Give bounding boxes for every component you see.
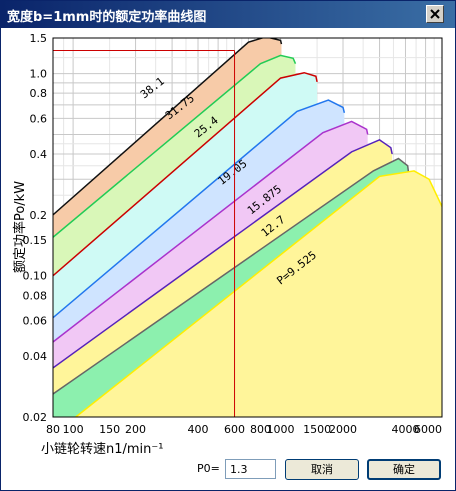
- y-tick-label: 0.15: [23, 234, 48, 247]
- x-axis-label: 小链轮转速n1/min⁻¹: [41, 442, 163, 455]
- close-button[interactable]: [426, 5, 444, 23]
- y-tick-label: 0.08: [23, 289, 48, 302]
- y-tick-label: 0.6: [30, 112, 48, 125]
- power-curve-chart: 38.131.7525.419.0515.87512.7P=9.5250.020…: [12, 32, 443, 455]
- x-tick-label: 1000: [267, 423, 295, 436]
- series-line-9.525: [53, 157, 410, 395]
- x-tick-label: 6000: [414, 423, 442, 436]
- p0-label: P0=: [197, 462, 220, 475]
- y-tick-label: 0.8: [30, 87, 48, 100]
- y-tick-label: 1.0: [30, 68, 48, 81]
- close-icon: [430, 9, 440, 19]
- y-tick-label: 0.10: [23, 270, 48, 283]
- plot-border: [52, 37, 443, 418]
- x-tick-label: 1500: [303, 423, 331, 436]
- y-tick-label: 0.06: [23, 315, 48, 328]
- x-tick-label: 100: [63, 423, 84, 436]
- x-tick-label: 2000: [329, 423, 357, 436]
- ok-button[interactable]: 确定: [367, 459, 441, 480]
- p0-input[interactable]: [225, 459, 276, 479]
- y-tick-label: 0.2: [30, 209, 48, 222]
- series-area-P: [75, 170, 442, 417]
- y-tick-label: 0.04: [23, 350, 48, 363]
- series-line-P: [75, 170, 442, 417]
- series-line-19.05: [53, 99, 346, 319]
- x-tick-label: 800: [250, 423, 271, 436]
- x-tick-label: 200: [125, 423, 146, 436]
- series-line-15.875: [53, 120, 369, 343]
- y-axis-label: 额定功率Po/kW: [12, 181, 28, 273]
- series-line-12.7: [53, 139, 393, 369]
- bottom-controls: P0= 取消 确定: [1, 456, 455, 490]
- cancel-button[interactable]: 取消: [285, 459, 359, 480]
- y-tick-label: 0.02: [23, 411, 48, 424]
- title-bar: 宽度b=1mm时的额定功率曲线图: [1, 1, 455, 28]
- x-tick-label: 80: [46, 423, 60, 436]
- x-tick-label: 400: [188, 423, 209, 436]
- series-line-25.4: [53, 71, 318, 277]
- series-line-38.1: [53, 38, 283, 216]
- x-tick-label: 150: [99, 423, 120, 436]
- series-line-31.75: [53, 54, 297, 238]
- window-title: 宽度b=1mm时的额定功率曲线图: [7, 10, 207, 25]
- y-tick-label: 1.5: [30, 32, 48, 45]
- area-layer: [53, 38, 442, 417]
- y-tick-label: 0.4: [30, 148, 48, 161]
- x-tick-label: 4000: [391, 423, 419, 436]
- x-tick-label: 600: [224, 423, 245, 436]
